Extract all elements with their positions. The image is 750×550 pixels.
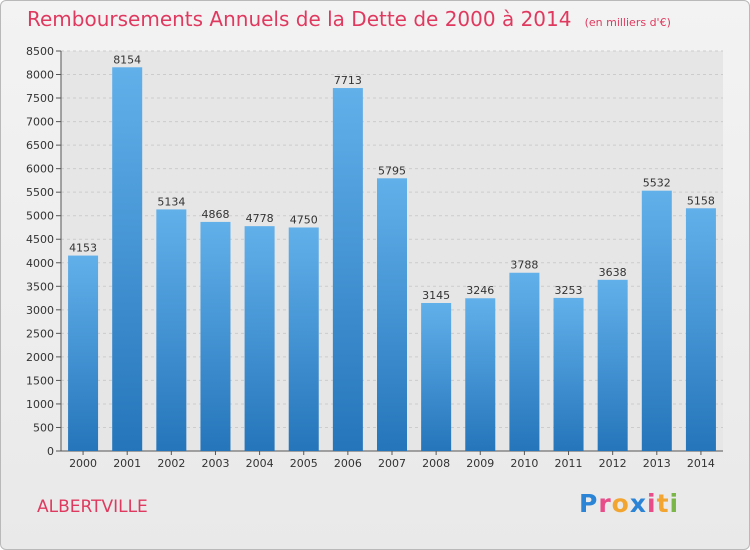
x-tick-label-2012: 2012 [599, 457, 627, 470]
x-tick-label-2002: 2002 [157, 457, 185, 470]
brand-letter: r [598, 489, 612, 518]
title-unit: (en milliers d'€) [584, 16, 671, 29]
brand-letter: P [579, 489, 599, 518]
data-label-2012: 3638 [599, 266, 627, 279]
y-tick-label: 6000 [26, 163, 54, 176]
data-label-2002: 5134 [157, 195, 185, 208]
brand-letter: x [629, 489, 647, 518]
x-tick-label-2005: 2005 [290, 457, 318, 470]
brand-letter: o [611, 489, 630, 518]
data-label-2008: 3145 [422, 289, 450, 302]
x-tick-label-2003: 2003 [201, 457, 229, 470]
proxiti-logo: Proxiti [579, 489, 679, 518]
y-tick-label: 7000 [26, 116, 54, 129]
data-label-2001: 8154 [113, 53, 141, 66]
x-tick-label-2013: 2013 [643, 457, 671, 470]
y-tick-label: 0 [47, 445, 54, 458]
y-tick-label: 3500 [26, 280, 54, 293]
bar-2000 [68, 255, 99, 451]
x-tick-label-2004: 2004 [246, 457, 274, 470]
x-tick-label-2009: 2009 [466, 457, 494, 470]
bar-2014 [685, 208, 716, 451]
bar-2001 [112, 67, 143, 452]
y-tick-label: 3000 [26, 304, 54, 317]
data-label-2003: 4868 [201, 208, 229, 221]
bar-2010 [509, 272, 540, 451]
x-tick-label-2010: 2010 [510, 457, 538, 470]
bar-2007 [376, 178, 408, 451]
y-tick-label: 8000 [26, 69, 54, 82]
data-label-2006: 7713 [334, 74, 362, 87]
y-tick-label: 1000 [26, 398, 54, 411]
city-name: ALBERTVILLE [37, 497, 148, 517]
y-tick-label: 5000 [26, 210, 54, 223]
data-label-2005: 4750 [290, 213, 318, 226]
y-tick-label: 2000 [26, 351, 54, 364]
data-label-2000: 4153 [69, 242, 97, 255]
bar-2004 [244, 226, 275, 451]
title-main: Remboursements Annuels de la Dette de 20… [27, 7, 572, 31]
bar-2005 [288, 227, 319, 451]
y-tick-label: 6500 [26, 139, 54, 152]
brand-letter: t [656, 489, 670, 518]
x-tick-label-2000: 2000 [69, 457, 97, 470]
x-tick-label-2007: 2007 [378, 457, 406, 470]
data-label-2013: 5532 [643, 177, 671, 190]
bar-2008 [421, 303, 452, 451]
data-label-2004: 4778 [246, 212, 274, 225]
bar-2012 [597, 279, 628, 451]
bar-2002 [156, 209, 187, 451]
brand-letter: i [647, 489, 657, 518]
y-tick-label: 8500 [26, 45, 54, 58]
y-tick-label: 1500 [26, 374, 54, 387]
bar-2011 [553, 297, 584, 451]
y-tick-label: 7500 [26, 92, 54, 105]
y-tick-label: 500 [33, 421, 54, 434]
data-label-2014: 5158 [687, 194, 715, 207]
data-label-2009: 3246 [466, 284, 494, 297]
bar-2006 [332, 88, 363, 452]
y-tick-label: 2500 [26, 327, 54, 340]
bar-2013 [641, 190, 672, 451]
data-label-2010: 3788 [510, 259, 538, 272]
x-tick-label-2001: 2001 [113, 457, 141, 470]
data-label-2011: 3253 [555, 284, 583, 297]
y-tick-label: 5500 [26, 186, 54, 199]
brand-letter: i [669, 489, 680, 518]
y-tick-label: 4000 [26, 257, 54, 270]
chart-title: Remboursements Annuels de la Dette de 20… [27, 7, 671, 31]
x-tick-label-2006: 2006 [334, 457, 362, 470]
bar-2003 [200, 221, 231, 451]
x-tick-label-2008: 2008 [422, 457, 450, 470]
x-tick-label-2011: 2011 [555, 457, 583, 470]
data-label-2007: 5795 [378, 164, 406, 177]
bar-2009 [465, 298, 496, 451]
x-tick-label-2014: 2014 [687, 457, 715, 470]
y-tick-label: 4500 [26, 233, 54, 246]
